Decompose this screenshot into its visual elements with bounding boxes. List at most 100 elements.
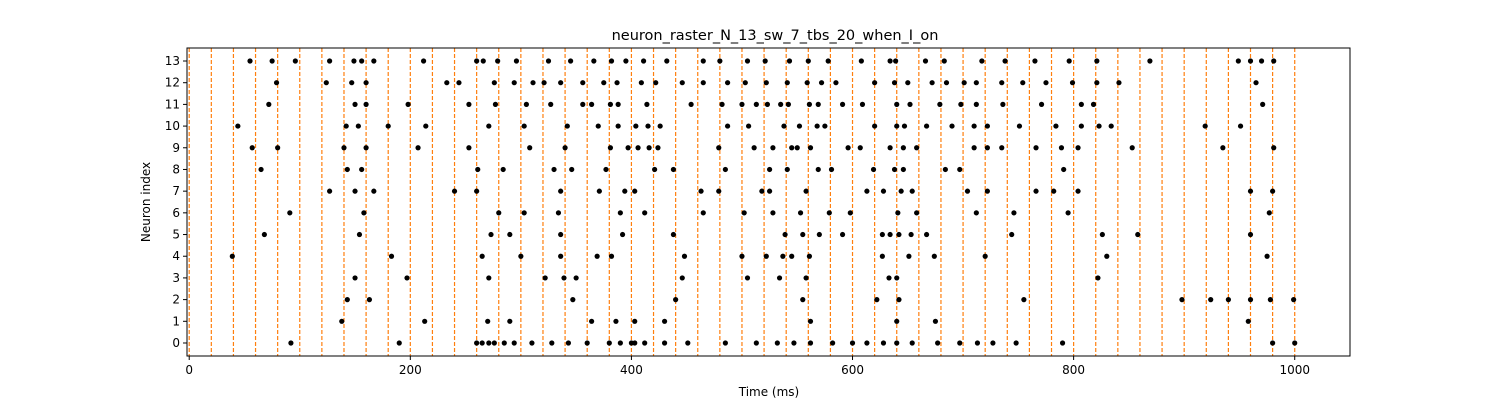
- spike-point: [797, 210, 804, 216]
- spike-point: [880, 340, 887, 346]
- spike-point: [722, 166, 728, 173]
- y-tick-label: 6: [172, 206, 180, 220]
- spike-point: [839, 231, 846, 238]
- spike-point: [568, 58, 574, 64]
- spike-point: [352, 275, 358, 281]
- spike-point: [292, 58, 298, 64]
- spike-point: [1260, 101, 1266, 107]
- spike-point: [886, 275, 892, 281]
- spike-point: [999, 145, 1005, 151]
- spike-point: [894, 275, 900, 281]
- spike-point: [1033, 188, 1039, 194]
- spike-point: [269, 58, 275, 64]
- spike-point: [789, 253, 795, 259]
- spike-point: [1099, 231, 1105, 238]
- spike-point: [646, 145, 652, 151]
- spike-point: [523, 101, 529, 107]
- spike-point: [805, 58, 811, 64]
- spike-point: [359, 166, 365, 173]
- spike-point: [763, 80, 769, 86]
- spike-point: [685, 340, 691, 346]
- spike-point: [872, 80, 878, 86]
- spike-point: [565, 340, 572, 346]
- spike-point: [1104, 253, 1110, 259]
- spike-point: [999, 80, 1005, 86]
- spike-point: [456, 80, 462, 86]
- spike-point: [235, 123, 241, 129]
- spike-point: [806, 101, 813, 107]
- x-axis-label: Time (ms): [738, 385, 800, 399]
- spike-point: [1020, 80, 1026, 86]
- spike-point: [923, 123, 930, 129]
- spike-point: [688, 101, 694, 107]
- spike-point: [716, 188, 722, 194]
- spike-point: [800, 231, 806, 238]
- spike-point: [261, 231, 267, 238]
- spike-point: [415, 145, 421, 151]
- spike-point: [807, 145, 814, 151]
- spike-point: [652, 166, 658, 173]
- spike-point: [825, 58, 831, 64]
- spike-point: [922, 58, 929, 64]
- spike-point: [864, 340, 870, 346]
- spike-point: [474, 340, 480, 346]
- spike-point: [943, 80, 950, 86]
- spike-point: [1011, 210, 1017, 216]
- spike-point: [1235, 58, 1241, 64]
- x-tick-label: 200: [399, 363, 422, 377]
- spike-point: [632, 318, 638, 324]
- spike-point: [964, 188, 971, 194]
- spike-point: [896, 231, 902, 238]
- spike-point: [371, 58, 377, 64]
- spike-point: [573, 275, 579, 281]
- spike-point: [796, 123, 803, 129]
- spike-point: [908, 231, 914, 238]
- spike-point: [594, 253, 600, 259]
- spike-point: [1075, 188, 1081, 194]
- spike-point: [1247, 188, 1254, 194]
- spike-point: [1069, 80, 1076, 86]
- spike-point: [670, 166, 677, 173]
- spike-point: [404, 275, 410, 281]
- spike-point: [763, 253, 769, 259]
- y-tick-label: 4: [172, 249, 180, 263]
- y-tick-label: 2: [172, 293, 180, 307]
- spike-point: [780, 253, 786, 259]
- spike-point: [700, 58, 706, 64]
- spike-point: [1078, 101, 1084, 107]
- spike-point: [1258, 58, 1265, 64]
- spike-point: [958, 101, 964, 107]
- spike-point: [644, 101, 650, 107]
- spike-point: [511, 340, 517, 346]
- plot-frame: [186, 47, 1351, 357]
- spike-point: [323, 80, 329, 86]
- spike-point: [762, 58, 768, 64]
- y-tick-label: 9: [172, 141, 180, 155]
- spike-point: [803, 275, 809, 281]
- spike-point: [1253, 80, 1259, 86]
- spike-point: [1291, 297, 1297, 303]
- spike-point: [1208, 297, 1214, 303]
- spike-point: [632, 188, 638, 194]
- spike-point: [341, 145, 347, 151]
- spike-point: [1016, 123, 1023, 129]
- spike-point: [887, 58, 893, 64]
- spike-point: [664, 58, 670, 64]
- y-tick-label: 8: [172, 162, 180, 176]
- spike-point: [655, 145, 661, 151]
- spike-point: [558, 253, 564, 259]
- spike-point: [1066, 58, 1072, 64]
- spike-point: [833, 80, 839, 86]
- spike-point: [444, 80, 450, 86]
- spike-point: [739, 253, 745, 259]
- spike-point: [486, 123, 492, 129]
- spike-point: [744, 275, 751, 281]
- spike-point: [327, 58, 333, 64]
- spike-point: [288, 340, 294, 346]
- spike-point: [642, 210, 648, 216]
- spike-point: [507, 231, 513, 238]
- spike-point: [1053, 123, 1059, 129]
- spike-point: [1013, 340, 1019, 346]
- spike-point: [491, 80, 497, 86]
- spike-point: [906, 253, 912, 259]
